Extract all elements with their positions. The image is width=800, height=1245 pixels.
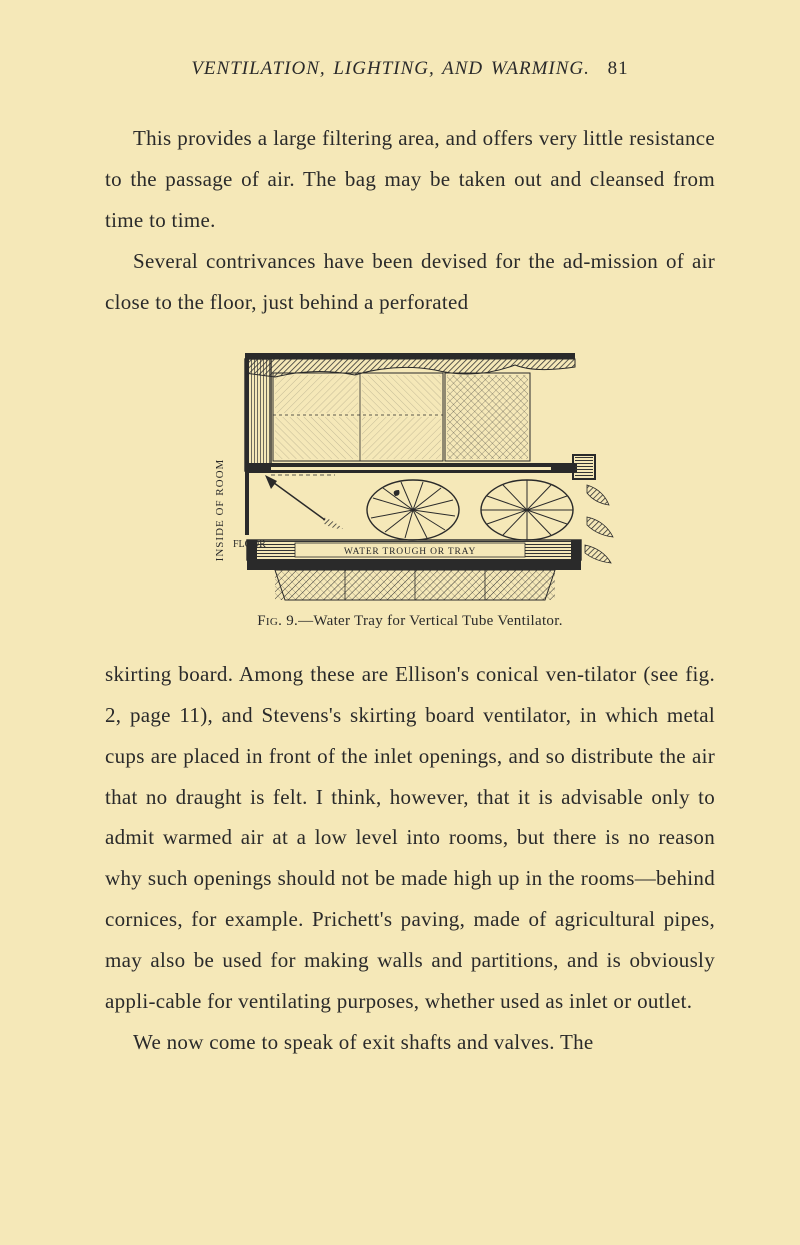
header-title: VENTILATION, LIGHTING, AND WARMING. [191,58,590,79]
leaf-right-icon [587,485,613,537]
caption-text: —Water Tray for Vertical Tube Ventilator… [298,613,563,629]
paragraph-4: We now come to speak of exit shafts and … [105,1022,715,1063]
caption-label: Fig. 9. [257,613,298,629]
page-number: 81 [608,58,629,79]
paragraph-2: Several contrivances have been devised f… [105,241,715,323]
arrow-left-icon [265,475,343,529]
body-text-block-1: This provides a large filtering area, an… [105,118,715,323]
page-container: VENTILATION, LIGHTING, AND WARMING. 81 T… [0,0,800,1113]
running-header: VENTILATION, LIGHTING, AND WARMING. 81 [105,58,715,80]
water-trough-label: WATER TROUGH OR TRAY [344,547,476,557]
ventilator-figure: FLOOR WATER TROUGH OR TRAY INSIDE OF ROO… [175,345,645,605]
figure-caption: Fig. 9.—Water Tray for Vertical Tube Ven… [105,613,715,630]
paragraph-3: skirting board. Among these are Ellison'… [105,654,715,1022]
paragraph-1: This provides a large filtering area, an… [105,118,715,241]
body-text-block-2: skirting board. Among these are Ellison'… [105,654,715,1063]
inside-room-label: INSIDE OF ROOM [214,458,226,561]
figure-container: FLOOR WATER TROUGH OR TRAY INSIDE OF ROO… [105,345,715,605]
